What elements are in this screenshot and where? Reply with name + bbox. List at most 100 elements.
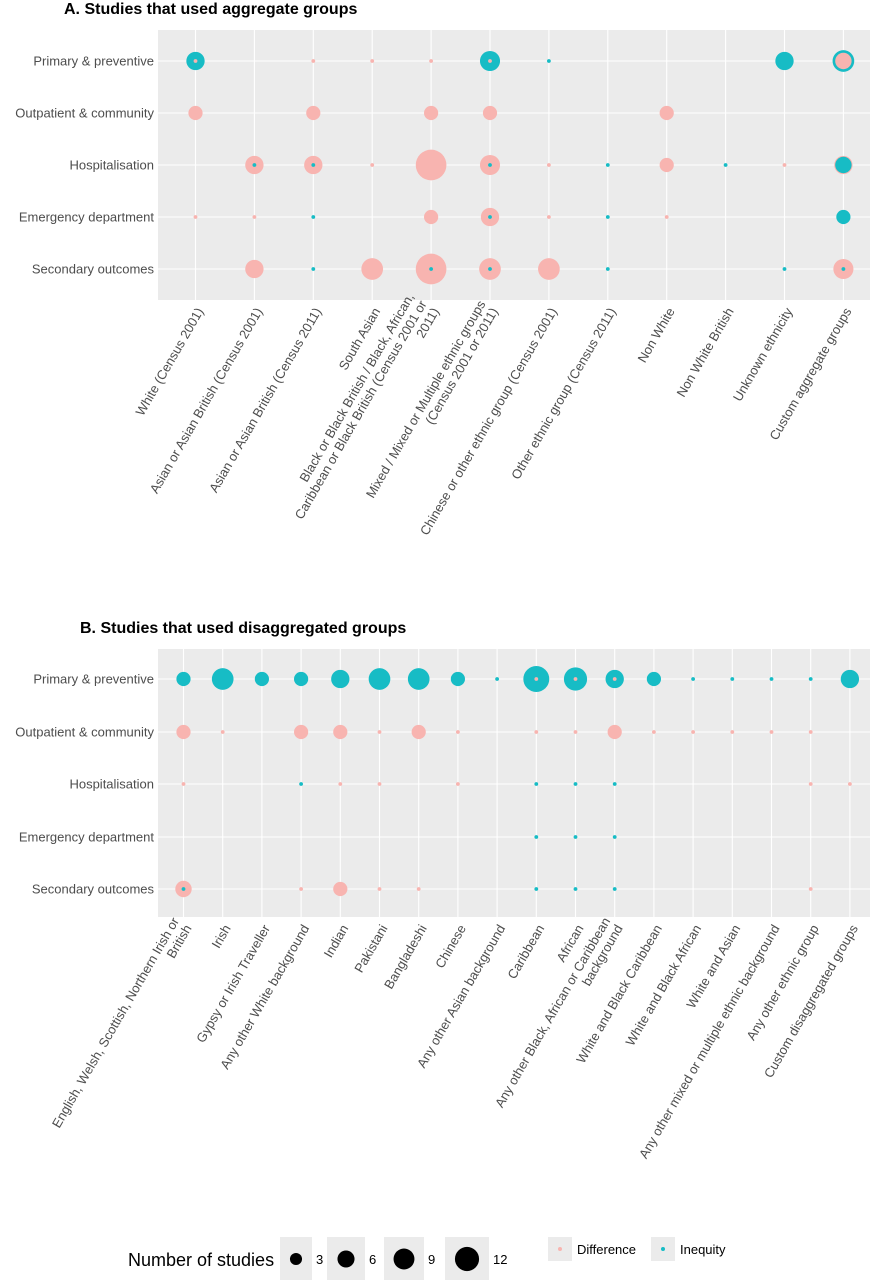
y-tick-label: Hospitalisation <box>69 777 154 792</box>
x-tick-label: Any other Asian background <box>414 922 508 1070</box>
inequity-point <box>841 267 846 271</box>
difference-point <box>415 149 447 181</box>
legend-color-label: Inequity <box>680 1242 726 1257</box>
inequity-point <box>429 267 433 271</box>
y-tick-label: Secondary outcomes <box>32 262 155 277</box>
difference-point <box>293 724 309 740</box>
x-tick-label: Chinese <box>432 922 469 971</box>
difference-point <box>730 730 735 734</box>
x-tick-label: White and Black African <box>623 922 705 1048</box>
x-tick-label-line: Chinese <box>432 922 469 971</box>
y-tick-label: Primary & preventive <box>33 54 154 69</box>
inequity-point <box>488 163 492 167</box>
difference-point <box>769 730 774 734</box>
y-tick-label: Emergency department <box>19 210 155 225</box>
panel-a: A. Studies that used aggregate groups Pri… <box>15 1 870 538</box>
x-tick-label-line: English, Welsh, Scottish, Northern Irish… <box>49 914 183 1130</box>
difference-point <box>188 105 203 121</box>
x-tick-label: Other ethnic group (Census 2011) <box>508 305 619 482</box>
inequity-point <box>252 163 257 167</box>
inequity-point <box>293 671 309 687</box>
difference-point <box>193 215 198 219</box>
y-tick-label: Outpatient & community <box>15 106 154 121</box>
difference-point <box>423 105 439 121</box>
difference-point <box>482 105 498 121</box>
x-tick-label-line: Non White British <box>673 305 736 399</box>
panel-title: A. Studies that used aggregate groups <box>64 1 357 18</box>
inequity-point <box>534 782 539 786</box>
x-tick-label-line: Asian or Asian British (Census 2001) <box>147 305 266 496</box>
inequity-point <box>534 835 539 839</box>
difference-point <box>782 163 787 167</box>
difference-point <box>311 59 316 63</box>
difference-point <box>607 724 622 740</box>
difference-point <box>808 782 813 786</box>
difference-point <box>411 724 426 740</box>
difference-point <box>245 259 264 279</box>
inequity-point <box>488 215 492 219</box>
legend-size-label: 12 <box>493 1252 507 1267</box>
x-tick-label-line: White (Census 2001) <box>133 305 207 418</box>
x-tick-label: Non White British <box>673 305 736 399</box>
difference-point <box>659 105 674 121</box>
difference-point <box>193 59 198 63</box>
difference-point <box>423 209 439 225</box>
inequity-point <box>646 671 662 687</box>
x-tick-label-line: Any other ethnic group <box>743 922 821 1043</box>
inequity-point <box>691 677 695 681</box>
difference-point <box>534 677 539 681</box>
legend-color-label: Difference <box>577 1242 636 1257</box>
legend-size-circle <box>289 1252 303 1266</box>
legend-size-circle <box>454 1246 480 1272</box>
legend-size-title: Number of studies <box>128 1250 274 1270</box>
x-tick-label-line: Gypsy or Irish Traveller <box>193 921 273 1045</box>
legend-size-circle <box>393 1248 415 1270</box>
legend: Number of studies 3 6 9 12 Difference Inequity <box>128 1237 726 1280</box>
inequity-point <box>573 782 578 786</box>
x-tick-label: Non White <box>634 305 677 365</box>
x-tick-label-line: Unknown ethnicity <box>730 305 796 404</box>
difference-point <box>377 730 382 734</box>
difference-point <box>456 730 460 734</box>
inequity-point <box>495 677 499 681</box>
difference-legend-swatch <box>558 1247 562 1251</box>
inequity-point <box>573 887 578 891</box>
inequity-point <box>368 668 391 690</box>
difference-point <box>659 157 674 173</box>
difference-point <box>547 215 551 219</box>
inequity-point <box>573 835 578 839</box>
x-tick-label-line: Caribbean <box>504 922 547 981</box>
x-tick-label: English, Welsh, Scottish, Northern Irish… <box>49 914 195 1137</box>
x-tick-label: Gypsy or Irish Traveller <box>193 921 273 1045</box>
panel-b: B. Studies that used disaggregated group… <box>15 620 870 1161</box>
inequity-point <box>488 267 492 271</box>
difference-point <box>306 105 321 121</box>
inequity-point <box>782 267 787 271</box>
difference-point <box>534 730 539 734</box>
inequity-point <box>211 668 234 690</box>
difference-point <box>416 887 421 891</box>
inequity-legend-swatch <box>661 1247 665 1251</box>
difference-point <box>299 887 303 891</box>
y-tick-label: Primary & preventive <box>33 672 154 687</box>
inequity-point <box>181 887 186 891</box>
difference-point <box>252 215 257 219</box>
legend-size-label: 3 <box>316 1252 323 1267</box>
inequity-point <box>723 163 728 167</box>
x-tick-label-line: White and Black African <box>623 922 705 1048</box>
difference-point <box>176 724 191 740</box>
legend-size-label: 6 <box>369 1252 376 1267</box>
x-tick-label: Unknown ethnicity <box>730 305 796 404</box>
x-tick-label-line: Any other Asian background <box>414 922 508 1070</box>
inequity-point <box>299 782 303 786</box>
y-tick-label: Outpatient & community <box>15 725 154 740</box>
inequity-point <box>534 887 539 891</box>
difference-point <box>333 724 348 740</box>
x-tick-label-line: Indian <box>321 922 352 960</box>
inequity-point <box>836 209 851 225</box>
difference-point <box>181 782 186 786</box>
panel-title: B. Studies that used disaggregated group… <box>80 620 406 637</box>
x-tick-label-line: Pakistani <box>351 922 390 975</box>
y-tick-label: Hospitalisation <box>69 158 154 173</box>
